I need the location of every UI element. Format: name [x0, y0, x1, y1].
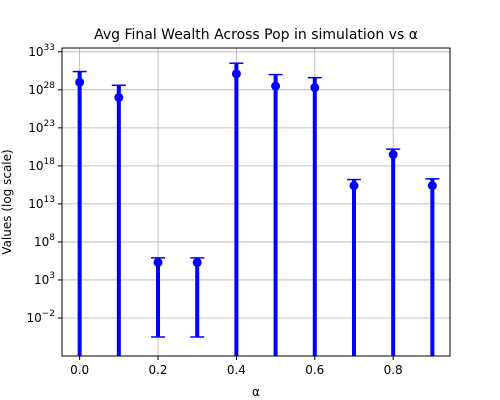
y-tick-label: 1013 [28, 195, 55, 211]
y-axis-label: Values (log scale) [0, 149, 14, 254]
y-tick-label: 108 [34, 233, 55, 249]
x-axis-label: α [252, 385, 260, 399]
y-tick-exponent: 8 [49, 233, 55, 243]
y-tick-label: 1018 [28, 157, 55, 173]
y-tick-exponent: 3 [49, 271, 55, 281]
y-tick-label: 10−2 [26, 309, 55, 325]
data-point [114, 92, 124, 102]
x-tick-label: 0.0 [70, 363, 89, 377]
y-tick-exponent: −2 [42, 309, 55, 319]
x-tick-label: 0.2 [148, 363, 167, 377]
plot-frame [61, 47, 451, 357]
data-point [388, 149, 398, 159]
data-point [310, 83, 320, 93]
y-tick-base: 10 [28, 45, 43, 59]
y-tick-base: 10 [28, 197, 43, 211]
y-tick-base: 10 [28, 121, 43, 135]
x-axis-ticks: 0.0 0.2 0.4 0.6 0.8 [70, 356, 403, 377]
data-point [75, 77, 85, 87]
data-point [153, 257, 163, 267]
y-tick-label: 1033 [28, 43, 55, 59]
y-tick-exponent: 13 [44, 195, 55, 205]
y-tick-exponent: 18 [44, 157, 56, 167]
data-marks [72, 62, 440, 356]
data-point [427, 181, 437, 191]
y-tick-exponent: 28 [44, 81, 56, 91]
x-tick-label: 0.8 [384, 363, 403, 377]
y-tick-base: 10 [34, 235, 49, 249]
y-tick-exponent: 33 [44, 43, 55, 53]
data-point [231, 69, 241, 79]
y-tick-base: 10 [28, 159, 43, 173]
y-tick-exponent: 23 [44, 119, 55, 129]
y-tick-label: 1023 [28, 119, 55, 135]
data-point [349, 181, 359, 191]
data-point [271, 81, 281, 91]
y-tick-label: 103 [34, 271, 55, 287]
y-tick-base: 10 [34, 273, 49, 287]
chart-title: Avg Final Wealth Across Pop in simulatio… [94, 27, 418, 43]
x-tick-label: 0.6 [305, 363, 324, 377]
x-tick-label: 0.4 [227, 363, 246, 377]
y-tick-base: 10 [28, 83, 43, 97]
y-tick-label: 1028 [28, 81, 55, 97]
y-tick-base: 10 [26, 311, 41, 325]
data-point [192, 257, 202, 267]
